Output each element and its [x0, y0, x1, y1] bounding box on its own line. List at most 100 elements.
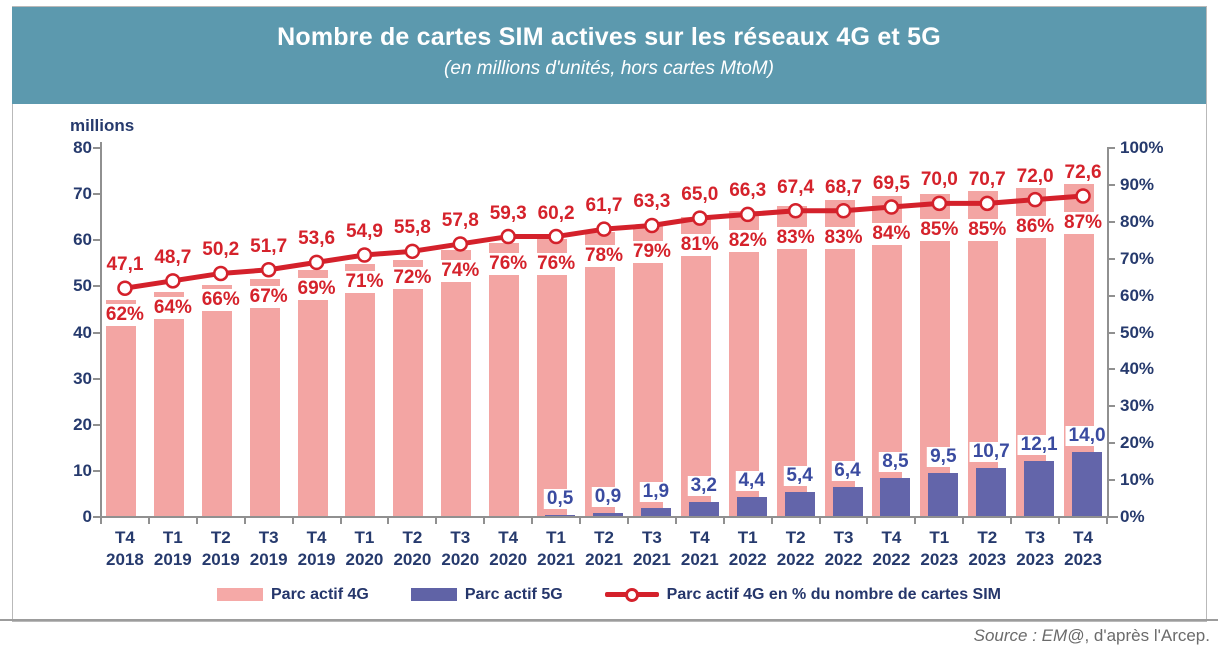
y-axis-left-tick [93, 331, 101, 334]
label-4g-value: 65,0 [678, 184, 722, 207]
x-axis-label: T4 2019 [297, 528, 336, 569]
label-4g-pct: 67% [246, 285, 291, 308]
source-text: Source : EM@, d'après l'Arcep. [974, 626, 1210, 646]
x-axis-label: T1 2022 [728, 528, 767, 569]
label-4g-pct: 85% [965, 219, 1010, 242]
label-4g-value: 72,0 [1013, 165, 1057, 188]
x-axis-tick [339, 518, 342, 524]
label-4g-pct: 78% [581, 245, 627, 268]
label-4g-pct: 66% [198, 289, 243, 312]
bar-5g [928, 473, 959, 517]
label-5g-value: 6,4 [831, 461, 864, 482]
legend-item-pct-line: Parc actif 4G en % du nombre de cartes S… [604, 585, 1001, 604]
x-axis-tick [531, 518, 534, 524]
y-axis-right-tick [1107, 331, 1115, 334]
y-axis-right-tick [1107, 183, 1115, 186]
label-4g-value: 55,8 [390, 217, 434, 240]
y-axis-right-label: 50% [1120, 322, 1155, 342]
x-axis-label: T2 2021 [585, 528, 623, 569]
bar-5g [976, 467, 1007, 517]
x-axis-tick [914, 518, 917, 524]
bar-5g [593, 512, 623, 517]
x-axis-label: T3 2021 [632, 528, 671, 569]
label-5g-value: 0,5 [543, 488, 577, 509]
x-axis-label: T3 2022 [824, 528, 863, 569]
y-axis-right-tick [1107, 479, 1115, 482]
x-axis-label: T4 2023 [1064, 528, 1102, 569]
label-4g-pct: 81% [677, 234, 722, 257]
y-axis-right-tick [1107, 294, 1115, 297]
y-axis-left-label: 30 [73, 368, 92, 388]
legend-line-marker-icon [604, 585, 659, 604]
bar-4g [537, 239, 568, 517]
y-axis-left-tick [93, 239, 101, 242]
chart-title: Nombre de cartes SIM actives sur les rés… [277, 23, 941, 51]
x-axis-label: T3 2023 [1016, 528, 1055, 569]
label-4g-value: 59,3 [486, 202, 530, 225]
bar-5g [640, 508, 671, 517]
label-4g-value: 61,7 [582, 195, 626, 218]
legend-item-4g: Parc actif 4G [217, 586, 369, 604]
bar-5g [784, 492, 815, 517]
label-4g-pct: 74% [438, 259, 483, 282]
y-axis-left-tick [93, 377, 101, 380]
y-axis-left-tick [93, 423, 101, 426]
label-4g-value: 48,7 [151, 246, 195, 269]
label-4g-pct: 69% [294, 278, 339, 301]
label-4g-value: 70,0 [917, 169, 961, 192]
y-axis-right-label: 80% [1120, 211, 1155, 231]
bar-5g [1072, 452, 1103, 517]
label-4g-pct: 72% [390, 267, 435, 290]
label-4g-value: 51,7 [247, 235, 291, 258]
label-5g-value: 9,5 [927, 447, 960, 468]
label-5g-value: 3,2 [687, 476, 721, 497]
x-axis-tick [1106, 518, 1108, 524]
y-axis-right-label: 30% [1120, 396, 1155, 416]
x-axis-label: T1 2019 [153, 528, 192, 569]
label-4g-value: 47,1 [103, 254, 147, 277]
x-axis-tick [195, 518, 198, 524]
bar-5g [832, 487, 863, 517]
x-axis-label: T1 2023 [920, 528, 959, 569]
label-5g-value: 5,4 [783, 466, 816, 487]
x-axis-label: T1 2020 [345, 528, 384, 569]
label-4g-value: 67,4 [774, 176, 818, 199]
x-axis-label: T2 2023 [968, 528, 1007, 569]
bar-5g [1024, 461, 1055, 517]
label-4g-pct: 87% [1061, 211, 1106, 234]
x-axis-tick [147, 518, 150, 524]
y-axis-right-label: 20% [1120, 433, 1155, 453]
x-axis-label: T3 2019 [249, 528, 288, 569]
y-axis-left-label: 20 [73, 414, 92, 434]
x-axis-label: T4 2022 [872, 528, 911, 569]
x-axis-tick [962, 518, 965, 524]
label-4g-value: 50,2 [199, 239, 243, 262]
x-axis-tick [770, 518, 773, 524]
y-axis-left-label: 0 [82, 507, 92, 526]
x-axis-tick [1010, 518, 1013, 524]
x-axis-label: T3 2020 [441, 528, 480, 569]
bar-4g [105, 299, 136, 517]
label-4g-pct: 84% [869, 223, 914, 246]
x-axis-tick [387, 518, 390, 524]
label-4g-pct: 62% [102, 304, 147, 327]
x-axis-label: T4 2021 [680, 528, 719, 569]
label-4g-value: 57,8 [438, 209, 482, 232]
label-4g-value: 63,3 [630, 191, 674, 214]
bar-4g [489, 243, 520, 517]
label-4g-pct: 85% [917, 219, 962, 242]
label-4g-value: 66,3 [726, 180, 770, 203]
y-axis-right-tick [1107, 368, 1115, 371]
label-4g-pct: 76% [486, 252, 531, 275]
label-4g-pct: 83% [773, 226, 818, 249]
legend: Parc actif 4G Parc actif 5G Parc actif 4… [0, 585, 1218, 604]
legend-swatch-5g-icon [410, 588, 457, 601]
label-4g-value: 68,7 [822, 176, 866, 199]
label-5g-value: 8,5 [879, 451, 912, 472]
x-axis-line [100, 516, 1118, 518]
legend-label-4g: Parc actif 4G [271, 585, 369, 603]
label-4g-pct: 79% [629, 241, 674, 264]
label-4g-pct: 71% [342, 271, 387, 293]
label-4g-value: 60,2 [534, 202, 578, 225]
legend-item-5g: Parc actif 5G [410, 586, 563, 604]
